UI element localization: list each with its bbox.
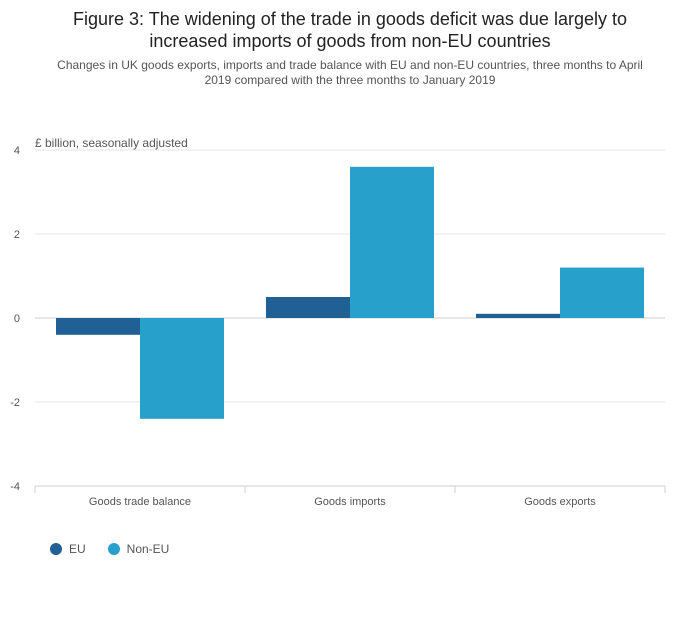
legend-label-non-eu: Non-EU <box>126 542 170 556</box>
bar-chart: 4 2 0 -2 -4 £ billion, seasonally adjusted G… <box>10 136 666 508</box>
chart-subtitle: Changes in UK goods exports, imports and… <box>30 58 670 88</box>
legend-label-eu: EU <box>69 542 86 556</box>
bar-non-eu-1[interactable] <box>350 166 434 318</box>
y-tick-label: 4 <box>14 145 20 157</box>
y-tick-label: 0 <box>14 313 20 325</box>
chart-subtitle-line-2: 2019 compared with the three months to J… <box>204 73 496 87</box>
x-category-label: Goods imports <box>314 496 386 508</box>
y-axis-label: £ billion, seasonally adjusted <box>35 136 188 150</box>
legend-swatch-eu <box>50 543 62 555</box>
bar-non-eu-2[interactable] <box>560 267 644 318</box>
x-category-label: Goods trade balance <box>89 496 191 508</box>
legend-item-eu[interactable]: EU <box>50 542 86 556</box>
bar-eu-1[interactable] <box>266 297 350 318</box>
bar-non-eu-0[interactable] <box>140 318 224 419</box>
chart-title: Figure 3: The widening of the trade in g… <box>0 8 700 52</box>
y-axis-ticks: 4 2 0 -2 -4 <box>10 145 20 493</box>
legend-item-non-eu[interactable]: Non-EU <box>107 542 170 556</box>
bar-eu-2[interactable] <box>476 313 560 318</box>
x-axis <box>34 485 666 493</box>
y-tick-label: -2 <box>10 397 20 409</box>
legend: EU Non-EU <box>50 542 169 556</box>
y-tick-label: 2 <box>14 229 20 241</box>
legend-swatch-non-eu <box>107 543 120 555</box>
x-category-label: Goods exports <box>524 496 596 508</box>
chart-title-line-2: increased imports of goods from non-EU c… <box>149 31 551 51</box>
chart-title-line-1: Figure 3: The widening of the trade in g… <box>72 9 627 29</box>
chart-subtitle-line-1: Changes in UK goods exports, imports and… <box>57 58 643 72</box>
x-axis-categories: Goods trade balance Goods imports Goods ex… <box>89 496 596 508</box>
y-tick-label: -4 <box>10 481 20 493</box>
bars <box>56 166 644 419</box>
bar-eu-0[interactable] <box>56 318 140 335</box>
